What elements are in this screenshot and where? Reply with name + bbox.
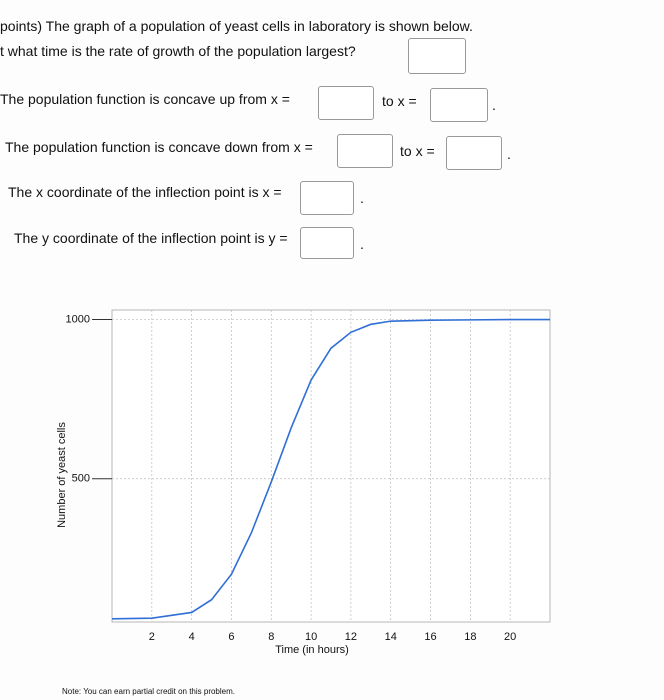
concave-down-label: The population function is concave down … [5, 139, 313, 155]
question-rate: t what time is the rate of growth of the… [0, 43, 356, 59]
x-axis-label: Time (in hours) [275, 644, 349, 656]
x-tick-label: 8 [268, 631, 274, 643]
x-tick-label: 12 [345, 631, 357, 643]
concave-up-to: to x = [382, 93, 417, 109]
answer-box[interactable] [300, 227, 354, 259]
inflection-y-label: The y coordinate of the inflection point… [14, 230, 288, 246]
answer-box[interactable] [318, 86, 374, 120]
y-tick-label: 500 [72, 473, 90, 485]
answer-box[interactable] [408, 38, 466, 74]
x-tick-label: 2 [149, 631, 155, 643]
period: . [492, 97, 496, 113]
answer-box[interactable] [300, 181, 354, 215]
line [111, 318, 550, 620]
x-tick-label: 6 [228, 631, 234, 643]
x-tick-label: 10 [305, 631, 317, 643]
answer-box[interactable] [337, 134, 393, 168]
period: . [360, 190, 364, 206]
y-axis-label: Number of yeast cells [56, 422, 68, 528]
x-tick-label: 4 [189, 631, 195, 643]
x-tick-label: 20 [504, 631, 516, 643]
x-tick-label: 16 [424, 631, 436, 643]
inflection-x-label: The x coordinate of the inflection point… [8, 184, 282, 200]
y-tick-label: 1000 [66, 313, 90, 325]
period: . [360, 236, 364, 252]
concave-up-label: The population function is concave up fr… [0, 91, 290, 107]
x-tick-label: 18 [464, 631, 476, 643]
answer-box[interactable] [446, 136, 502, 170]
x-tick-label: 14 [385, 631, 397, 643]
answer-box[interactable] [430, 88, 488, 122]
concave-down-to: to x = [400, 143, 435, 159]
period: . [507, 146, 511, 162]
note: Note: You can earn partial credit on thi… [62, 687, 235, 696]
question-intro: points) The graph of a population of yea… [0, 18, 473, 34]
plot-area [111, 309, 551, 623]
